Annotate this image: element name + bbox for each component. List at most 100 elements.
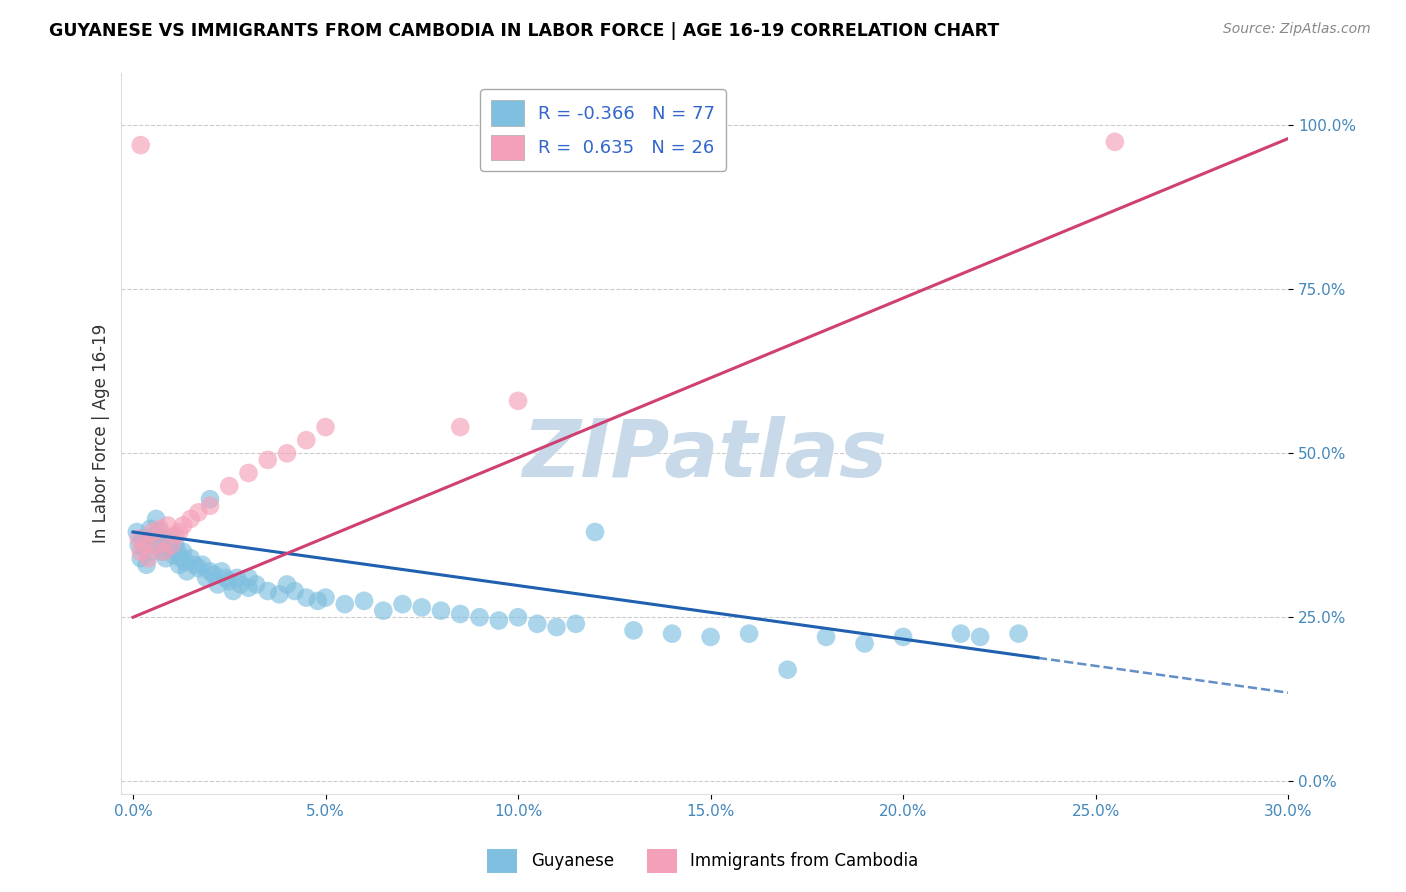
Point xyxy=(128,532,150,546)
Point xyxy=(167,524,190,539)
Legend: R = -0.366   N = 77, R =  0.635   N = 26: R = -0.366 N = 77, R = 0.635 N = 26 xyxy=(481,89,725,171)
Point xyxy=(165,528,187,542)
Point xyxy=(195,571,218,585)
Point xyxy=(815,630,838,644)
Point xyxy=(139,522,162,536)
Point xyxy=(583,524,606,539)
Point xyxy=(373,604,395,618)
Point xyxy=(180,551,202,566)
Y-axis label: In Labor Force | Age 16-19: In Labor Force | Age 16-19 xyxy=(93,324,110,543)
Point xyxy=(165,538,187,552)
Point xyxy=(180,512,202,526)
Point xyxy=(149,522,172,536)
Text: GUYANESE VS IMMIGRANTS FROM CAMBODIA IN LABOR FORCE | AGE 16-19 CORRELATION CHAR: GUYANESE VS IMMIGRANTS FROM CAMBODIA IN … xyxy=(49,22,1000,40)
Point xyxy=(207,577,229,591)
Point xyxy=(167,558,190,572)
Point xyxy=(198,499,221,513)
Point xyxy=(172,518,194,533)
Point xyxy=(238,581,260,595)
Point xyxy=(155,551,177,566)
Point xyxy=(256,584,278,599)
Point xyxy=(176,565,198,579)
Point xyxy=(170,551,193,566)
Point xyxy=(449,420,471,434)
Point xyxy=(776,663,799,677)
Point xyxy=(131,532,153,546)
Point xyxy=(187,505,209,519)
Point xyxy=(187,561,209,575)
Point xyxy=(159,541,181,556)
Point xyxy=(506,393,529,408)
Point xyxy=(134,538,156,552)
Point xyxy=(738,626,761,640)
Point xyxy=(198,565,221,579)
Point xyxy=(125,524,148,539)
Point xyxy=(135,558,157,572)
Point xyxy=(276,577,298,591)
Point xyxy=(449,607,471,621)
Point xyxy=(129,138,152,153)
Point xyxy=(134,541,156,556)
Point xyxy=(145,538,167,552)
Point xyxy=(138,534,160,549)
Point xyxy=(166,544,188,558)
Point xyxy=(565,616,588,631)
Point xyxy=(174,554,197,568)
Point xyxy=(211,565,233,579)
Point xyxy=(222,584,245,599)
Point xyxy=(129,544,152,558)
Legend: Guyanese, Immigrants from Cambodia: Guyanese, Immigrants from Cambodia xyxy=(481,842,925,880)
Point xyxy=(160,532,183,546)
Point xyxy=(245,577,267,591)
Point xyxy=(146,538,169,552)
Point xyxy=(162,548,184,562)
Point xyxy=(129,551,152,566)
Point xyxy=(295,591,318,605)
Point xyxy=(411,600,433,615)
Point xyxy=(276,446,298,460)
Point xyxy=(198,492,221,507)
Point xyxy=(214,571,236,585)
Text: Source: ZipAtlas.com: Source: ZipAtlas.com xyxy=(1223,22,1371,37)
Point xyxy=(307,594,329,608)
Point xyxy=(391,597,413,611)
Point xyxy=(156,518,179,533)
Point xyxy=(183,558,205,572)
Point xyxy=(315,591,337,605)
Point xyxy=(1007,626,1029,640)
Point xyxy=(488,614,510,628)
Point xyxy=(853,636,876,650)
Point xyxy=(699,630,721,644)
Point xyxy=(949,626,972,640)
Point xyxy=(152,544,174,558)
Point xyxy=(969,630,991,644)
Point xyxy=(229,577,252,591)
Point xyxy=(218,479,240,493)
Point xyxy=(149,524,172,539)
Point xyxy=(156,538,179,552)
Point xyxy=(315,420,337,434)
Point xyxy=(256,453,278,467)
Point xyxy=(172,544,194,558)
Point xyxy=(138,551,160,566)
Point xyxy=(546,620,568,634)
Point xyxy=(143,528,166,542)
Point xyxy=(506,610,529,624)
Point xyxy=(623,624,645,638)
Point xyxy=(891,630,914,644)
Point xyxy=(295,433,318,447)
Point xyxy=(150,544,173,558)
Point xyxy=(152,532,174,546)
Point xyxy=(145,512,167,526)
Point xyxy=(269,587,291,601)
Point xyxy=(202,567,225,582)
Point xyxy=(141,544,163,558)
Point xyxy=(141,524,163,539)
Point xyxy=(1104,135,1126,149)
Point xyxy=(191,558,214,572)
Point xyxy=(218,574,240,589)
Point xyxy=(526,616,548,631)
Point xyxy=(128,538,150,552)
Point xyxy=(238,466,260,480)
Point xyxy=(333,597,356,611)
